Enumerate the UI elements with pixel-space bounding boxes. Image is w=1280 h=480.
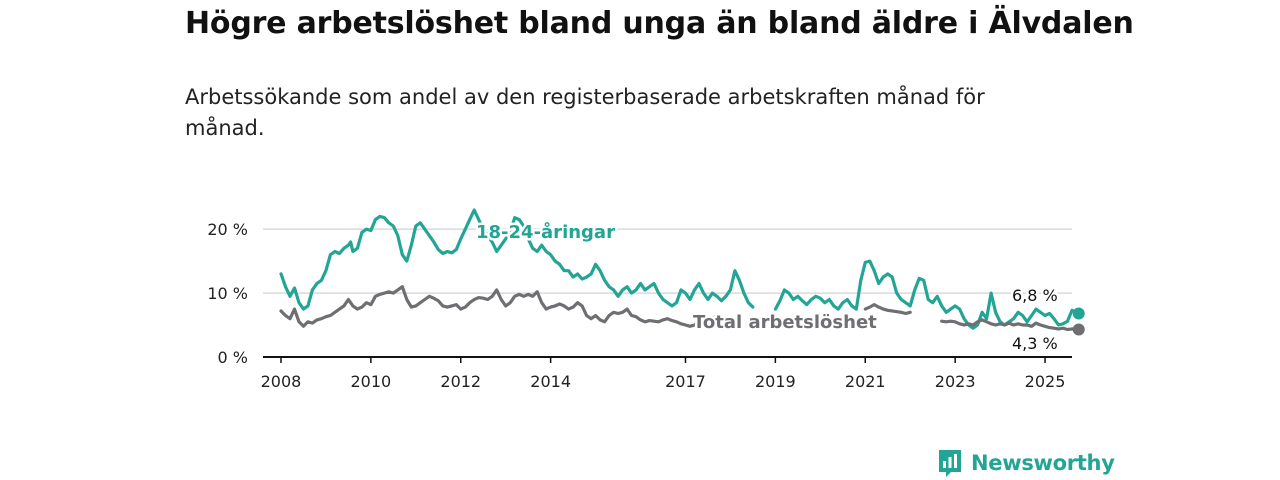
x-axis: 2008 2010 2012 2014 2017 2019 2021 2023 2025 (261, 356, 1072, 391)
series-line-total (940, 318, 1081, 332)
end-value-total-halo: 4,3 % (1012, 334, 1058, 353)
x-tick-label: 2017 (665, 372, 706, 391)
x-tick-label: 2019 (755, 372, 796, 391)
x-tick-label: 2014 (530, 372, 571, 391)
end-value-youth: 6,8 % (1012, 286, 1058, 305)
end-point-youth (1072, 307, 1085, 320)
x-tick-label: 2025 (1025, 372, 1066, 391)
grid-lines (263, 228, 1072, 294)
y-tick-label: 20 % (207, 220, 248, 239)
series-name-total-halo: Total arbetslöshet (693, 312, 877, 333)
y-tick-label: 0 % (218, 348, 248, 367)
chart-title: Högre arbetslöshet bland unga än bland ä… (185, 6, 1134, 41)
y-axis-ticks: 0 % 10 % 20 % (207, 220, 248, 367)
series-line-youth (279, 208, 755, 311)
series-name-total: Total arbetslöshet (693, 312, 877, 333)
brand-name: Newsworthy (971, 451, 1115, 475)
series-line-youth (773, 259, 1081, 330)
series-name-youth-halo: 18-24-åringar (476, 221, 615, 243)
x-tick-label: 2012 (440, 372, 481, 391)
series-name-youth: 18-24-åringar (476, 221, 615, 243)
end-value-youth-halo: 6,8 % (1012, 286, 1058, 305)
x-tick-label: 2023 (935, 372, 976, 391)
end-value-total: 4,3 % (1012, 334, 1058, 353)
bar-chart-speech-bubble-icon (939, 450, 961, 477)
newsworthy-logo[interactable]: Newsworthy (937, 446, 1115, 480)
series-line-total (863, 303, 912, 316)
series-lines (279, 208, 1085, 336)
x-tick-label: 2010 (351, 372, 392, 391)
x-tick-label: 2008 (261, 372, 302, 391)
series-line-total (279, 285, 719, 328)
x-tick-label: 2021 (845, 372, 886, 391)
chart-subtitle: Arbetssökande som andel av den registerb… (185, 85, 985, 140)
y-tick-label: 10 % (207, 284, 248, 303)
end-point-total (1072, 323, 1085, 336)
